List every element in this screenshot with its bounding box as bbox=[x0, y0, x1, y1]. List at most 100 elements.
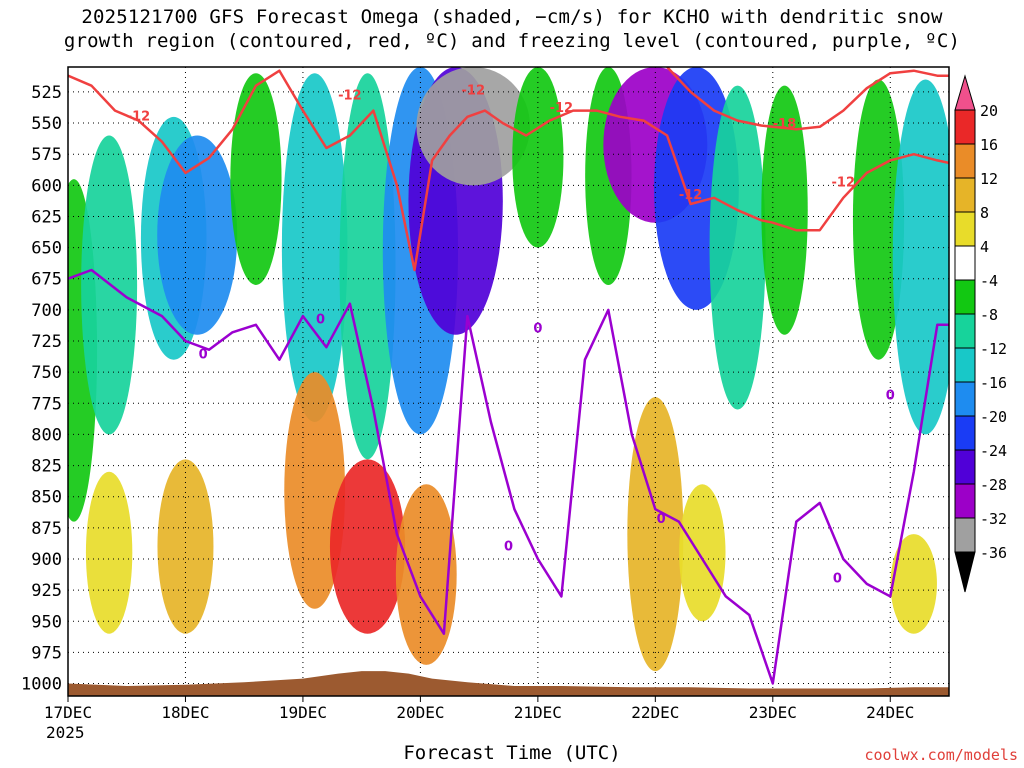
colorbar-tick-label: -36 bbox=[980, 544, 1007, 562]
omega-shaded-region bbox=[890, 534, 937, 634]
omega-shaded-region bbox=[157, 459, 214, 634]
contour-label: -18 bbox=[773, 117, 797, 132]
y-tick-label: 700 bbox=[31, 301, 62, 321]
y-tick-label: 950 bbox=[31, 612, 62, 632]
colorbar-segment bbox=[954, 109, 976, 145]
colorbar-tick-label: 16 bbox=[980, 136, 998, 154]
colorbar-bottom-arrow bbox=[954, 551, 976, 593]
colorbar-segment bbox=[954, 483, 976, 519]
colorbar-tick-label: -24 bbox=[980, 442, 1007, 460]
y-tick-label: 1000 bbox=[21, 675, 62, 695]
contour-label: -12 bbox=[462, 83, 486, 98]
dgz-minus12-contour bbox=[68, 69, 949, 272]
colorbar-segment bbox=[954, 177, 976, 213]
colorbar-segment bbox=[954, 245, 976, 281]
omega-shaded-region bbox=[395, 484, 457, 665]
colorbar-segment bbox=[954, 211, 976, 247]
y-tick-label: 525 bbox=[31, 83, 62, 103]
x-tick-label: 23DEC bbox=[749, 703, 797, 722]
omega-shaded-region bbox=[230, 73, 282, 285]
contour-label: 0 bbox=[657, 512, 666, 527]
omega-shaded-region bbox=[339, 73, 396, 460]
colorbar-tick-label: 4 bbox=[980, 238, 989, 256]
contour-label: -12 bbox=[338, 88, 362, 103]
x-tick-label: 17DEC bbox=[44, 703, 92, 722]
y-axis: 525 550 575 600 625 650 675 700 725 750 775 800 825 8… bbox=[21, 83, 62, 695]
contour-label: 0 bbox=[199, 347, 208, 362]
omega-shaded-region bbox=[281, 73, 348, 422]
y-tick-label: 750 bbox=[31, 363, 62, 383]
colorbar-segment bbox=[954, 415, 976, 451]
colorbar-segment bbox=[954, 279, 976, 315]
colorbar-tick-label: 20 bbox=[980, 102, 998, 120]
x-axis-title: Forecast Time (UTC) bbox=[403, 742, 621, 764]
x-axis-year-label: 2025 bbox=[46, 723, 85, 742]
x-tick-label: 19DEC bbox=[279, 703, 327, 722]
grid-lines bbox=[68, 67, 949, 696]
colorbar-top-arrow bbox=[954, 74, 976, 111]
colorbar-tick-label: -32 bbox=[980, 510, 1007, 528]
contour-label: 0 bbox=[833, 572, 842, 587]
omega-shaded-region bbox=[416, 67, 531, 186]
y-tick-label: 850 bbox=[31, 488, 62, 508]
y-tick-label: 625 bbox=[31, 207, 62, 227]
y-tick-label: 600 bbox=[31, 176, 62, 196]
colorbar-tick-label: -12 bbox=[980, 340, 1007, 358]
colorbar-tick-label: -20 bbox=[980, 408, 1007, 426]
colorbar-tick-label: -8 bbox=[980, 306, 998, 324]
freezing-level-contour bbox=[68, 268, 949, 685]
colorbar-tick-label: 8 bbox=[980, 204, 989, 222]
x-tick-label: 24DEC bbox=[866, 703, 914, 722]
colorbar-tick-label: -16 bbox=[980, 374, 1007, 392]
x-tick-label: 20DEC bbox=[396, 703, 444, 722]
dgz-minus18-contour bbox=[666, 67, 949, 131]
source-credit: coolwx.com/models bbox=[864, 746, 1018, 764]
omega-shading-layer bbox=[68, 67, 949, 672]
y-tick-label: 575 bbox=[31, 145, 62, 165]
omega-shaded-region bbox=[627, 397, 684, 672]
contour-layer: -12 -12 -12 -12 -12 -12 -18 0 0 0 0 0 0 0 bbox=[68, 67, 949, 685]
x-tick-label: 18DEC bbox=[161, 703, 209, 722]
contour-label: 0 bbox=[533, 321, 542, 336]
colorbar-segment bbox=[954, 381, 976, 417]
terrain-ground bbox=[68, 671, 949, 696]
y-tick-label: 675 bbox=[31, 270, 62, 290]
omega-shaded-region bbox=[284, 372, 346, 609]
y-tick-label: 800 bbox=[31, 425, 62, 445]
terrain-surface bbox=[68, 671, 949, 696]
colorbar-tick-label: -28 bbox=[980, 476, 1007, 494]
chart-title-line-1: 2025121700 GFS Forecast Omega (shaded, −… bbox=[81, 6, 943, 28]
contour-label: -12 bbox=[127, 110, 151, 125]
y-tick-label: 550 bbox=[31, 114, 62, 134]
y-tick-label: 725 bbox=[31, 332, 62, 352]
omega-shaded-region bbox=[679, 484, 726, 622]
colorbar-segment bbox=[954, 313, 976, 349]
y-tick-label: 875 bbox=[31, 519, 62, 539]
contour-label: -12 bbox=[832, 176, 856, 191]
y-tick-label: 650 bbox=[31, 239, 62, 259]
colorbar-segment bbox=[954, 449, 976, 485]
contour-label: 0 bbox=[504, 539, 513, 554]
chart-title-line-2: growth region (contoured, red, ºC) and f… bbox=[63, 30, 961, 52]
omega-shaded-region bbox=[329, 459, 406, 634]
y-tick-label: 775 bbox=[31, 394, 62, 414]
colorbar-segment bbox=[954, 143, 976, 179]
contour-label: 0 bbox=[316, 313, 325, 328]
contour-label: -12 bbox=[550, 101, 574, 116]
omega-shaded-region bbox=[852, 79, 905, 360]
omega-shaded-region bbox=[709, 85, 766, 410]
colorbar: 20 16 12 8 4 -4 -8 -12 -16 -20 -24 -28 -32 -36 bbox=[954, 74, 1007, 593]
colorbar-tick-label: 12 bbox=[980, 170, 998, 188]
y-tick-label: 975 bbox=[31, 643, 62, 663]
contour-label: -12 bbox=[679, 188, 703, 203]
colorbar-segment bbox=[954, 517, 976, 553]
x-tick-label: 22DEC bbox=[631, 703, 679, 722]
omega-shaded-region bbox=[85, 471, 133, 634]
omega-shaded-region bbox=[157, 135, 238, 335]
y-tick-label: 900 bbox=[31, 550, 62, 570]
plot-frame bbox=[67, 66, 950, 697]
x-axis: 17DEC 18DEC 19DEC 20DEC 21DEC 22DEC 23DEC 24DEC bbox=[44, 696, 914, 722]
y-tick-label: 925 bbox=[31, 581, 62, 601]
colorbar-tick-label: -4 bbox=[980, 272, 998, 290]
